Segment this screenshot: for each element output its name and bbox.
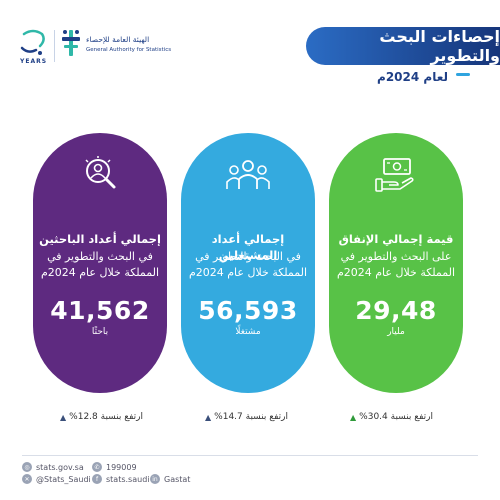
card-value: 41,562 <box>50 296 150 325</box>
arrow-up-icon: ▲ <box>60 412 67 422</box>
twitter-icon: ✕ <box>22 474 32 484</box>
footer-social[interactable]: f stats.saudi <box>92 474 150 484</box>
growth-workers: ارتفع بنسبة 14.7% ▲ <box>205 412 288 422</box>
card-description: على البحث والتطوير في المملكة خلال عام 2… <box>336 250 456 279</box>
page-title-banner: إحصاءات البحث والتطوير <box>306 27 500 65</box>
anniversary-years-label: YEARS <box>20 58 48 65</box>
growth-spending: ارتفع بنسبة 30.4% ▲ <box>350 412 433 422</box>
growth-researchers: ارتفع بنسبة 12.8% ▲ <box>60 412 143 422</box>
card-value: 56,593 <box>198 296 298 325</box>
arrow-up-icon: ▲ <box>205 412 212 422</box>
gastat-logo-icon <box>62 30 80 56</box>
footer-website[interactable]: ◎ stats.gov.sa <box>22 462 84 472</box>
card-workers: إجمالي أعداد المشتغلين في البحث والتطوير… <box>181 133 315 393</box>
footer-twitter[interactable]: ✕ @Stats_Saudi <box>22 474 91 484</box>
card-researchers: إجمالي أعداد الباحثين في البحث والتطوير … <box>33 133 167 393</box>
people-group-icon <box>226 160 270 189</box>
card-description: في البحث والتطوير في المملكة خلال عام 20… <box>188 250 308 279</box>
social-icon: f <box>92 474 102 484</box>
card-description: في البحث والتطوير في المملكة خلال عام 20… <box>40 250 160 279</box>
money-hand-icon <box>375 158 414 192</box>
growth-text: ارتفع بنسبة 12.8% <box>69 412 143 422</box>
card-unit: باحثًا <box>91 327 109 337</box>
card-heading: إجمالي أعداد الباحثين <box>39 232 161 246</box>
phone-icon: ✆ <box>92 462 102 472</box>
gastat-social-icon: in <box>150 474 160 484</box>
footer-gastat[interactable]: in Gastat <box>150 474 190 484</box>
growth-text: ارتفع بنسبة 30.4% <box>359 412 433 422</box>
card-heading: إجمالي أعداد المشتغلين <box>211 232 285 262</box>
researcher-magnifier-icon <box>85 156 116 189</box>
footer-phone[interactable]: ✆ 199009 <box>92 462 137 472</box>
growth-text: ارتفع بنسبة 14.7% <box>214 412 288 422</box>
gastat-name-arabic: الهيئة العامة للإحصاء <box>86 35 150 44</box>
logo-divider <box>54 30 55 62</box>
page-subtitle: لعام 2024م <box>377 70 448 84</box>
globe-icon: ◎ <box>22 462 32 472</box>
card-value: 29,48 <box>355 296 437 325</box>
card-spending: قيمة إجمالي الإنفاق على البحث والتطوير ف… <box>329 133 463 393</box>
card-unit: مشتغلًا <box>235 327 261 337</box>
page-title: إحصاءات البحث والتطوير <box>379 27 500 65</box>
gastat-name-english: General Authority for Statistics <box>86 47 172 53</box>
anniversary-logo-icon <box>20 29 45 55</box>
card-unit: مليار <box>387 327 405 337</box>
arrow-up-icon: ▲ <box>350 412 357 422</box>
subtitle-accent <box>456 73 470 76</box>
card-heading: قيمة إجمالي الإنفاق <box>338 232 454 246</box>
footer-divider <box>22 455 478 456</box>
